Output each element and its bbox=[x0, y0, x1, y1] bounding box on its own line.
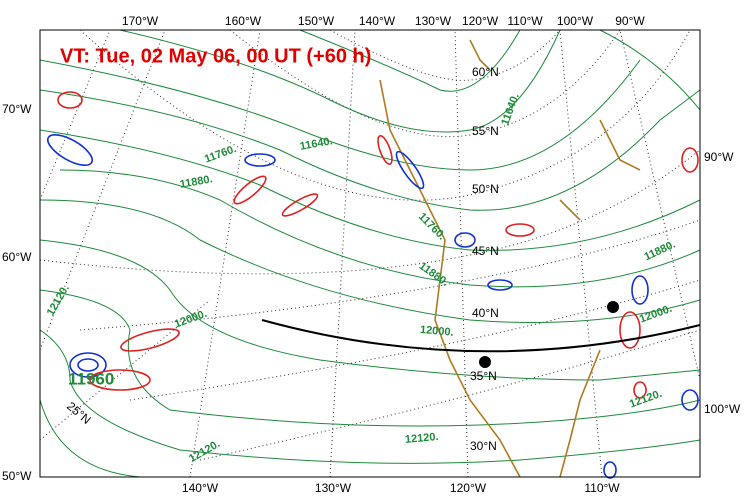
contour-label: 11880. bbox=[179, 173, 214, 191]
lat-label: 45°N bbox=[472, 244, 499, 258]
edge-label: 60°W bbox=[2, 250, 32, 264]
track-point bbox=[479, 356, 491, 368]
lon-label: 120°W bbox=[462, 14, 499, 28]
edge-label: 70°W bbox=[2, 102, 32, 116]
coastline bbox=[379, 39, 641, 478]
plot-area bbox=[39, 29, 701, 479]
graticule bbox=[39, 29, 701, 478]
top-labels: 170°W 160°W 150°W 140°W 130°W 120°W 110°… bbox=[122, 14, 645, 28]
title: VT: Tue, 02 May 06, 00 UT (+60 h) bbox=[60, 45, 371, 67]
lon-label: 170°W bbox=[122, 14, 159, 28]
lat-label: 55°N bbox=[472, 124, 499, 138]
contour-label: 11960 bbox=[68, 369, 114, 388]
edge-label: 90°W bbox=[704, 150, 734, 164]
lon-label: 90°W bbox=[615, 14, 645, 28]
lon-label: 110°W bbox=[584, 481, 620, 495]
frame bbox=[39, 29, 701, 478]
contour-label: 11640. bbox=[299, 135, 334, 153]
lon-label: 110°W bbox=[507, 14, 543, 28]
vorticity-contours bbox=[46, 91, 699, 479]
track-point bbox=[607, 301, 619, 313]
lon-label: 100°W bbox=[557, 14, 594, 28]
lat-label: 40°N bbox=[472, 306, 499, 320]
lat-label: 30°N bbox=[470, 439, 497, 453]
contour-label: 12120. bbox=[404, 431, 439, 446]
lon-label: 120°W bbox=[450, 481, 487, 495]
edge-label: 100°W bbox=[704, 402, 741, 416]
left-labels: 70°W 60°W 50°W bbox=[2, 102, 32, 483]
lon-label: 140°W bbox=[359, 14, 396, 28]
lon-label: 130°W bbox=[315, 481, 352, 495]
lon-label: 140°W bbox=[182, 481, 219, 495]
track-line bbox=[261, 319, 701, 353]
edge-label: 50°W bbox=[2, 469, 32, 483]
lat-label: 50°N bbox=[472, 182, 499, 196]
contour-label: 12000. bbox=[419, 324, 454, 339]
lon-label: 150°W bbox=[298, 14, 335, 28]
right-labels: 90°W 100°W bbox=[704, 150, 741, 416]
lat-label: 35°N bbox=[470, 369, 497, 383]
lon-label: 130°W bbox=[415, 14, 452, 28]
lat-label: 60°N bbox=[472, 65, 499, 79]
bottom-labels: 140°W 130°W 120°W 110°W bbox=[182, 481, 620, 495]
lon-label: 160°W bbox=[225, 14, 262, 28]
